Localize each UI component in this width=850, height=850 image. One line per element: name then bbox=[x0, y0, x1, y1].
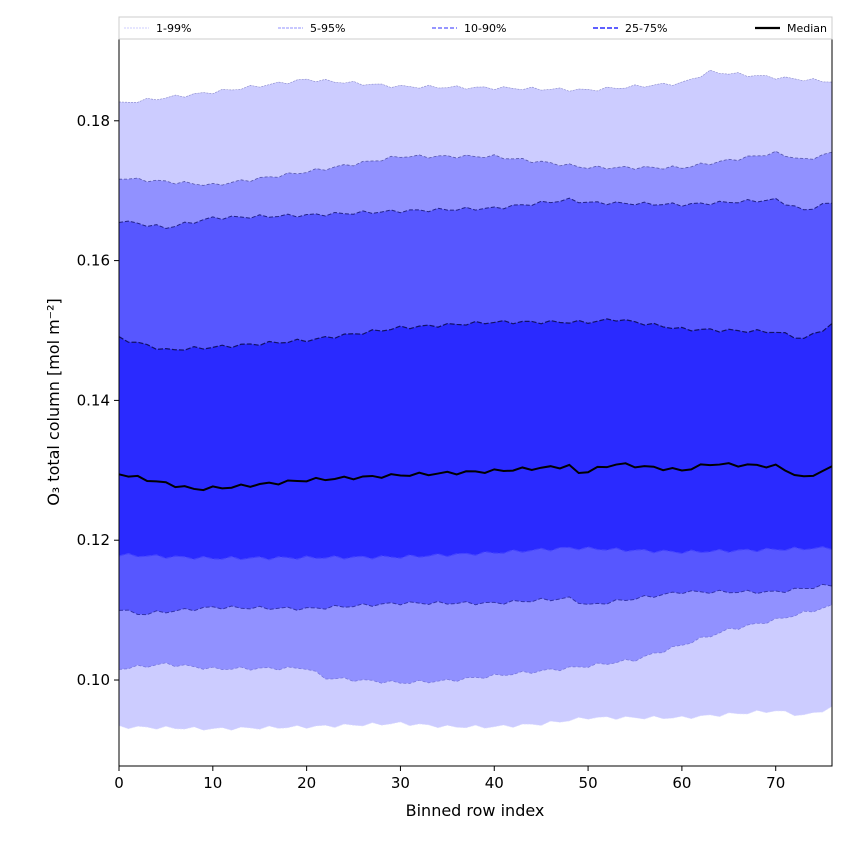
y-tick-label: 0.14 bbox=[77, 391, 110, 409]
line-p10 bbox=[118, 583, 833, 616]
legend-label: 5-95% bbox=[310, 22, 345, 35]
x-tick-label: 20 bbox=[297, 774, 316, 792]
legend-label: 1-99% bbox=[156, 22, 191, 35]
line-p90 bbox=[118, 197, 833, 229]
line-p5 bbox=[118, 604, 833, 684]
y-tick-label: 0.12 bbox=[77, 531, 110, 549]
x-tick-label: 30 bbox=[391, 774, 410, 792]
axis-ticks: 0 10 20 30 40 50 60 70 0.10 0.12 0.14 0.16 0.18 bbox=[77, 112, 786, 792]
legend: 1-99% 5-95% 10-90% 25-75% Median bbox=[118, 16, 833, 40]
x-tick-label: 10 bbox=[203, 774, 222, 792]
line-p25 bbox=[118, 546, 833, 561]
line-p75 bbox=[118, 318, 833, 351]
line-p1 bbox=[118, 706, 833, 731]
legend-label: 10-90% bbox=[464, 22, 506, 35]
y-tick-label: 0.16 bbox=[77, 252, 110, 270]
x-tick-label: 50 bbox=[579, 774, 598, 792]
legend-label: Median bbox=[787, 22, 827, 35]
x-tick-label: 60 bbox=[672, 774, 691, 792]
x-tick-label: 40 bbox=[485, 774, 504, 792]
x-tick-label: 70 bbox=[766, 774, 785, 792]
y-tick-label: 0.18 bbox=[77, 112, 110, 130]
line-p95 bbox=[118, 150, 833, 186]
y-tick-label: 0.10 bbox=[77, 671, 110, 689]
band-25-75% bbox=[119, 318, 832, 560]
legend-frame bbox=[118, 16, 833, 40]
bands bbox=[118, 69, 833, 731]
x-tick-label: 0 bbox=[114, 774, 124, 792]
median-line bbox=[118, 462, 833, 492]
legend-label: 25-75% bbox=[625, 22, 667, 35]
x-axis-label: Binned row index bbox=[406, 801, 545, 820]
y-axis-label: O₃ total column [mol m⁻²] bbox=[44, 298, 63, 506]
